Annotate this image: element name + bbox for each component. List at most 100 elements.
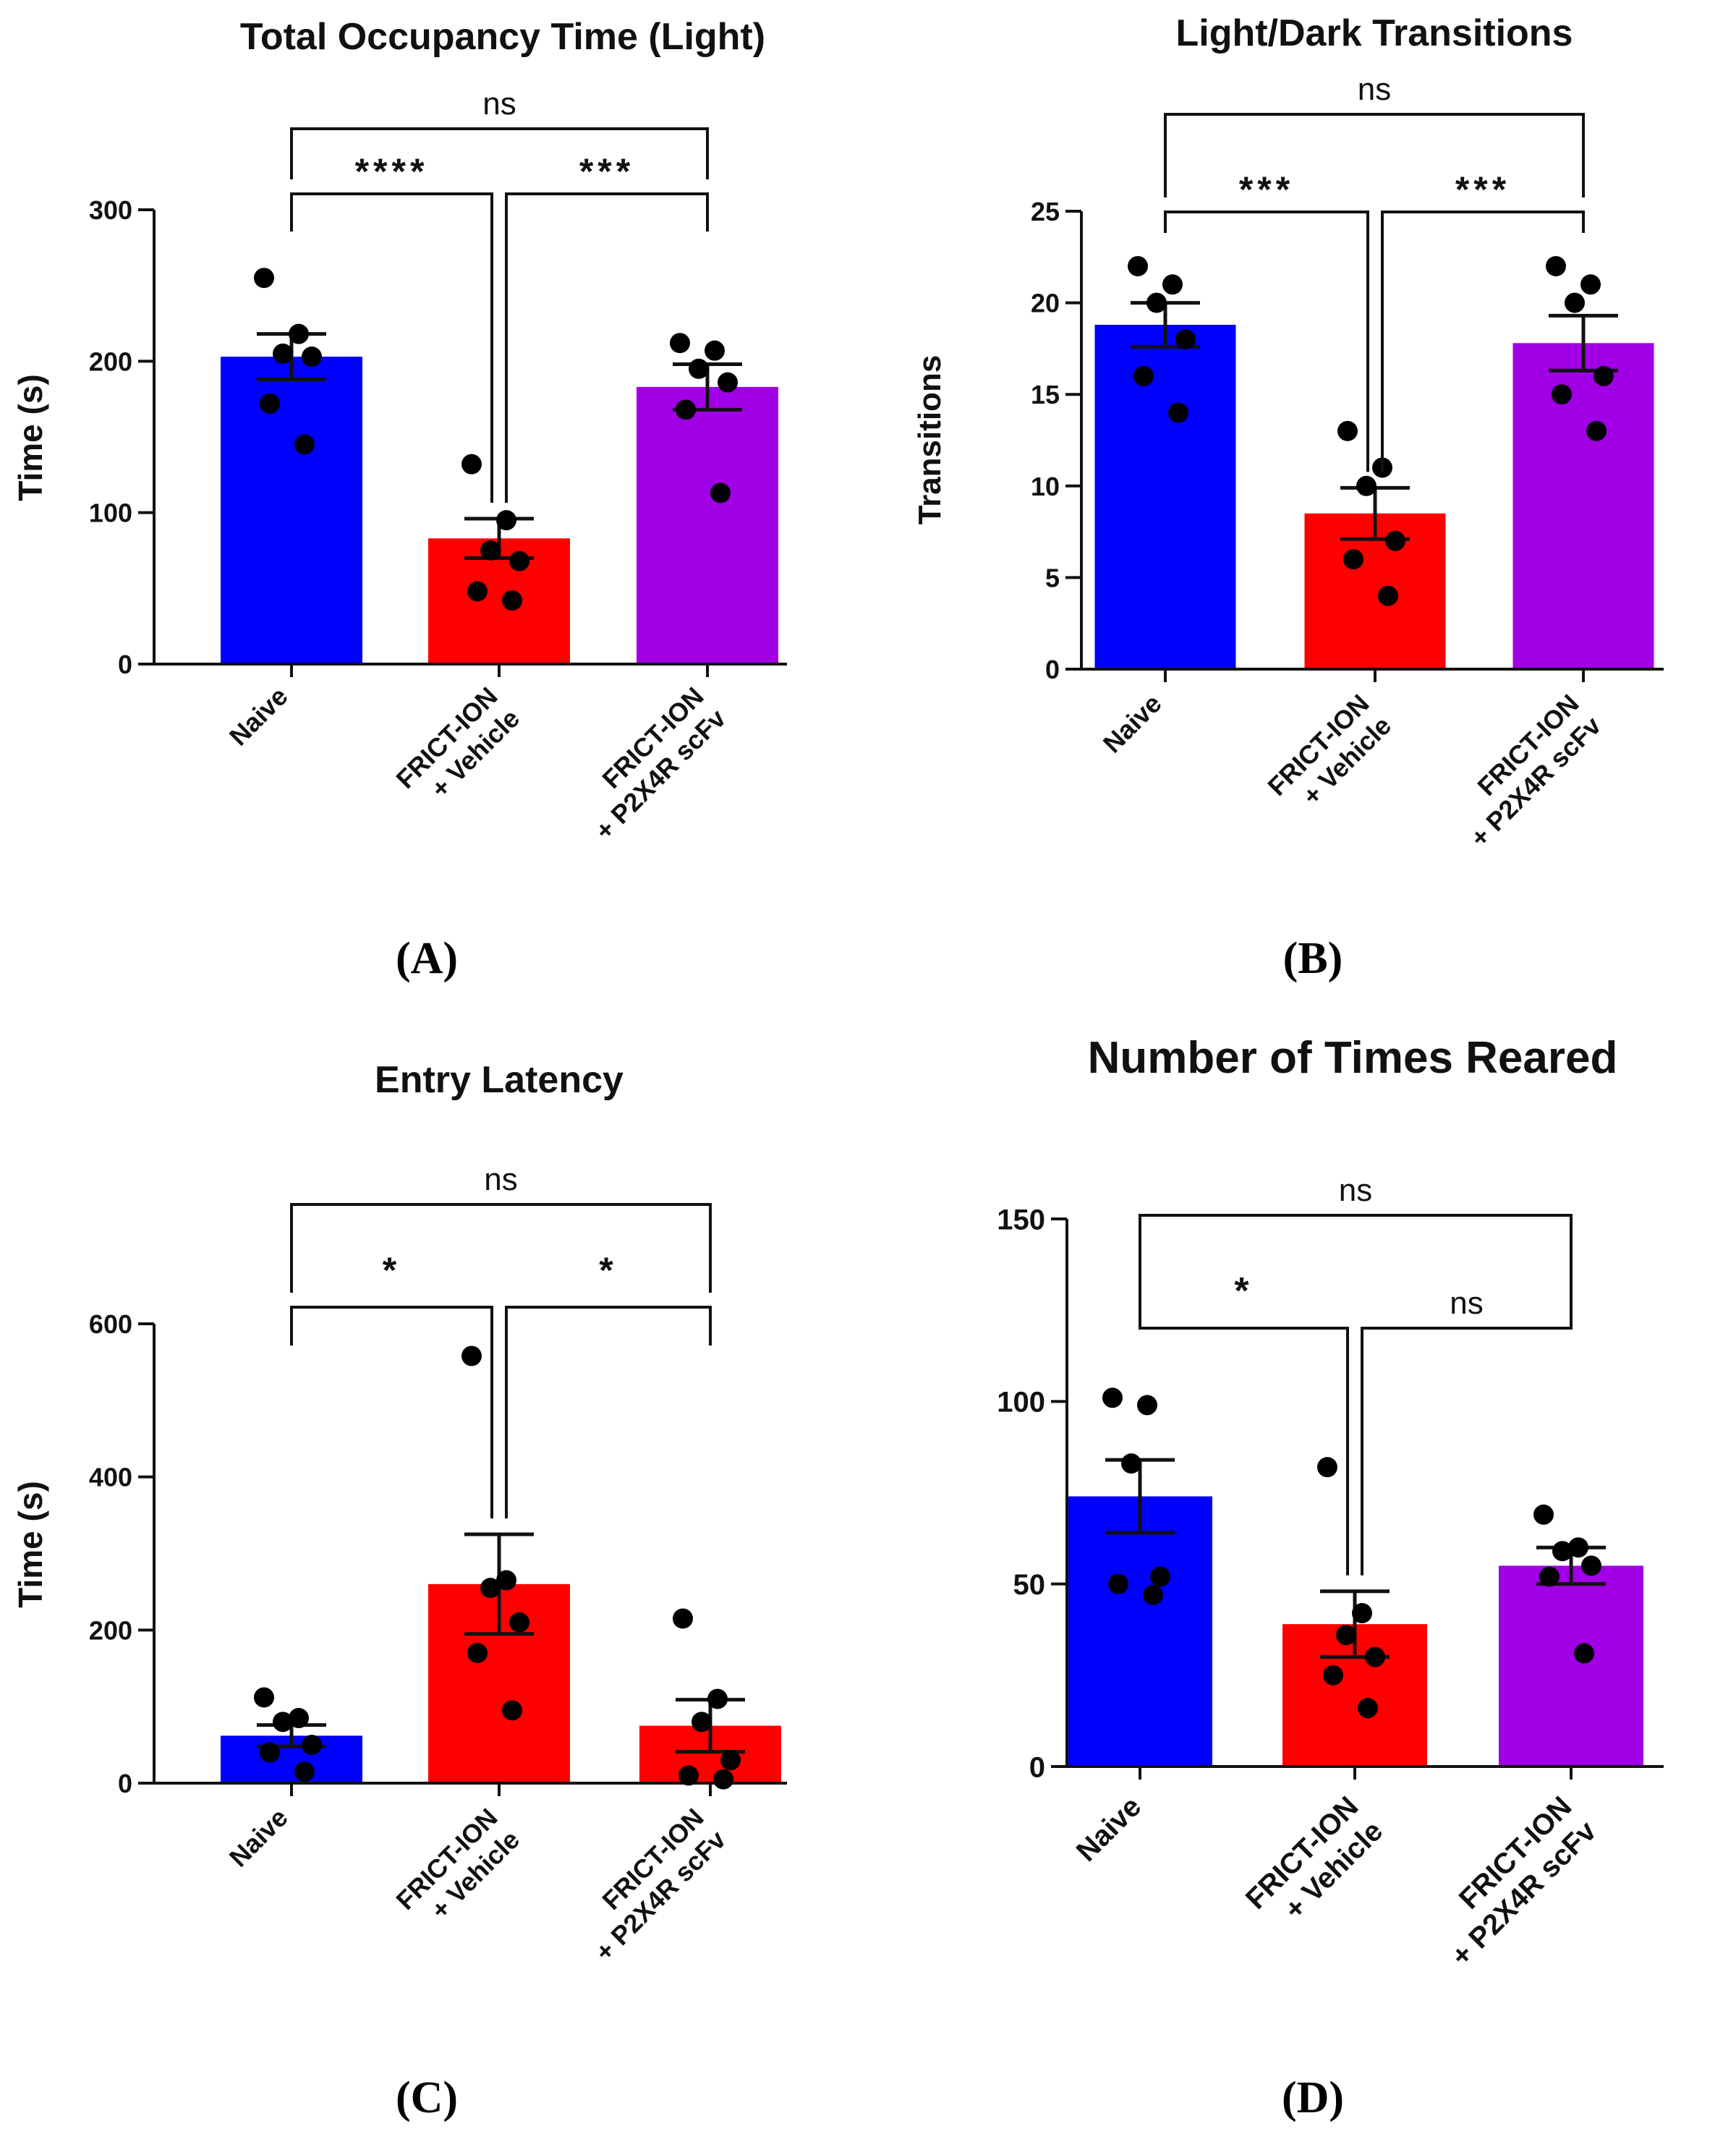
category-label-2: FRICT-ION+ P2X4R scFv <box>1442 689 1607 853</box>
data-point <box>1108 1573 1128 1594</box>
panel-c: Entry Latency Time (s) 0 200 400 600 Naive FRIC… <box>12 1059 787 2122</box>
data-point <box>1568 1537 1588 1558</box>
chart-title: Entry Latency <box>375 1059 624 1101</box>
category-label-line: Naive <box>1097 689 1167 759</box>
y-tick-label: 200 <box>89 347 132 376</box>
significance-label: *** <box>1239 169 1294 210</box>
y-tick-label: 300 <box>89 195 132 225</box>
data-point <box>289 1708 309 1729</box>
category-label-2: FRICT-ION+ P2X4R scFv <box>567 1803 731 1967</box>
significance-label: ns <box>484 1162 517 1197</box>
significance-label: ns <box>1339 1173 1372 1208</box>
category-label-line: Naive <box>224 1803 294 1873</box>
significance-bracket <box>505 1306 712 1519</box>
data-point <box>480 540 501 561</box>
significance-bracket <box>290 1203 712 1293</box>
data-point <box>1594 365 1614 386</box>
data-point <box>496 1570 516 1591</box>
y-tick-label: 0 <box>1029 1751 1045 1783</box>
y-tick-label: 25 <box>1031 197 1060 226</box>
data-point <box>294 1761 315 1782</box>
significance-label: * <box>1234 1270 1253 1312</box>
data-point <box>1146 292 1167 313</box>
data-point <box>480 1578 501 1599</box>
bar-2 <box>1512 343 1654 669</box>
data-point <box>1365 1646 1385 1667</box>
chart-title: Number of Times Reared <box>1088 1033 1618 1083</box>
data-point <box>289 323 309 344</box>
data-point <box>1539 1566 1560 1587</box>
data-point <box>273 343 293 364</box>
data-point <box>467 581 488 602</box>
data-point <box>1137 1395 1157 1416</box>
y-tick-label: 0 <box>118 1769 132 1798</box>
y-tick-label: 20 <box>1031 289 1060 318</box>
y-tick-label: 150 <box>997 1204 1045 1236</box>
category-label-1: FRICT-ION+ Vehicle <box>390 681 525 817</box>
data-point <box>710 483 731 503</box>
significance-label: ns <box>1358 72 1391 107</box>
significance-label: *** <box>1455 169 1510 210</box>
data-point <box>461 454 482 475</box>
panel-a: Total Occupancy Time (Light) Time (s) 0 100… <box>12 16 787 983</box>
data-point <box>1143 1584 1163 1605</box>
data-point <box>509 550 529 571</box>
data-point <box>302 347 322 367</box>
data-point <box>1323 1665 1343 1685</box>
significance-label: **** <box>355 151 429 192</box>
data-point <box>676 399 696 420</box>
category-label-1: FRICT-ION+ Vehicle <box>390 1803 525 1938</box>
data-point <box>1317 1457 1337 1478</box>
data-point <box>294 434 315 455</box>
data-point <box>254 268 274 289</box>
data-point <box>260 393 280 414</box>
data-point <box>689 358 709 379</box>
bar-2 <box>1499 1565 1643 1767</box>
significance-label: ns <box>482 86 516 122</box>
data-point <box>1580 274 1601 295</box>
significance-label: ns <box>1450 1285 1483 1321</box>
y-tick-label: 400 <box>89 1463 132 1492</box>
data-point <box>1552 384 1572 405</box>
data-point <box>302 1735 322 1756</box>
data-point <box>718 372 738 393</box>
data-point <box>1565 292 1585 313</box>
data-point <box>707 1688 728 1709</box>
y-axis-label: Transitions <box>912 355 948 525</box>
data-point <box>1337 420 1358 441</box>
significance-bracket <box>1164 113 1585 197</box>
y-tick-label: 50 <box>1013 1569 1046 1601</box>
data-point <box>254 1687 274 1708</box>
bar-2 <box>637 386 778 664</box>
data-point <box>713 1769 733 1790</box>
y-tick-label: 15 <box>1031 380 1060 409</box>
bar-0 <box>1068 1496 1212 1767</box>
data-point <box>678 1765 699 1786</box>
data-point <box>1581 1555 1601 1576</box>
y-tick-label: 100 <box>89 498 132 528</box>
bar-0 <box>1094 324 1236 669</box>
chart-title: Total Occupancy Time (Light) <box>240 16 765 58</box>
data-point <box>467 1643 488 1664</box>
data-point <box>1121 1453 1141 1474</box>
y-tick-label: 0 <box>118 650 132 679</box>
category-label-0: Naive <box>1071 1790 1148 1868</box>
significance-bracket <box>290 127 709 179</box>
category-label-0: Naive <box>224 1803 294 1873</box>
panel-label: (B) <box>1283 934 1343 983</box>
data-point <box>1546 255 1566 276</box>
y-tick-label: 100 <box>997 1387 1045 1419</box>
data-point <box>1378 585 1398 606</box>
data-point <box>1162 274 1183 295</box>
significance-bracket <box>1139 1214 1573 1314</box>
data-point <box>461 1346 482 1366</box>
category-label-0: Naive <box>1097 689 1167 759</box>
significance-bracket <box>290 192 493 503</box>
category-label-1: FRICT-ION+ Vehicle <box>1240 1790 1389 1939</box>
data-point <box>509 1612 529 1633</box>
y-tick-label: 5 <box>1045 563 1060 592</box>
data-point <box>502 1700 522 1721</box>
data-point <box>670 333 690 354</box>
data-point <box>1128 255 1148 276</box>
